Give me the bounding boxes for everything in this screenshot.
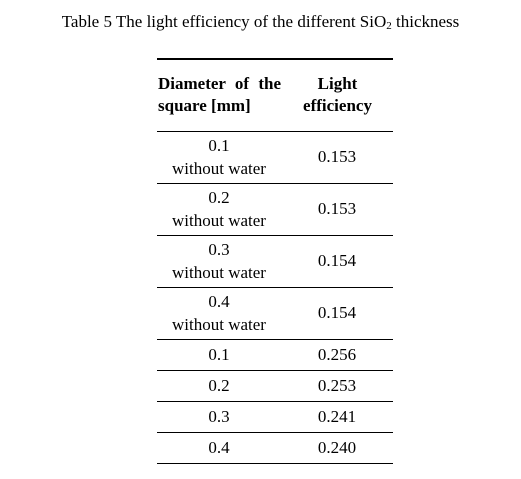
light-efficiency-cell: 0.240 xyxy=(281,432,393,464)
header-light-efficiency: Light efficiency xyxy=(281,58,393,132)
diameter-note: without water xyxy=(172,314,266,334)
light-efficiency-cell: 0.153 xyxy=(281,183,393,236)
diameter-cell: 0.1 without water xyxy=(157,131,281,184)
table-row: 0.1 0.256 xyxy=(157,339,393,371)
caption-text: Table 5 The light efficiency of the diff… xyxy=(61,12,387,31)
table-row: 0.2 without water 0.153 xyxy=(157,183,393,236)
light-efficiency-cell: 0.153 xyxy=(281,131,393,184)
diameter-note: without water xyxy=(172,210,266,230)
caption-suffix: thickness xyxy=(391,12,460,31)
header-diameter: Diameter of the square [mm] xyxy=(157,58,281,132)
diameter-cell: 0.2 without water xyxy=(157,183,281,236)
light-efficiency-table: Diameter of the square [mm] Light effici… xyxy=(157,58,393,464)
light-efficiency-cell: 0.256 xyxy=(281,339,393,371)
table-row: 0.1 without water 0.153 xyxy=(157,131,393,184)
table-caption: Table 5 The light efficiency of the diff… xyxy=(0,12,521,32)
light-efficiency-cell: 0.241 xyxy=(281,401,393,433)
diameter-cell: 0.3 xyxy=(157,401,281,433)
table-row: 0.4 0.240 xyxy=(157,432,393,464)
diameter-value: 0.2 xyxy=(208,187,230,207)
diameter-note: without water xyxy=(172,158,266,178)
header-row: Diameter of the square [mm] Light effici… xyxy=(157,58,393,132)
diameter-cell: 0.1 xyxy=(157,339,281,371)
diameter-cell: 0.4 without water xyxy=(157,287,281,340)
diameter-cell: 0.4 xyxy=(157,432,281,464)
diameter-cell: 0.3 without water xyxy=(157,235,281,288)
table-row: 0.3 without water 0.154 xyxy=(157,235,393,288)
table-row: 0.4 without water 0.154 xyxy=(157,287,393,340)
diameter-value: 0.3 xyxy=(208,239,230,259)
table-row: 0.2 0.253 xyxy=(157,370,393,402)
light-efficiency-cell: 0.154 xyxy=(281,235,393,288)
diameter-value: 0.1 xyxy=(208,135,230,155)
caption-subscript: 2 xyxy=(386,20,392,32)
table-row: 0.3 0.241 xyxy=(157,401,393,433)
diameter-note: without water xyxy=(172,262,266,282)
diameter-value: 0.4 xyxy=(208,291,230,311)
diameter-cell: 0.2 xyxy=(157,370,281,402)
light-efficiency-cell: 0.253 xyxy=(281,370,393,402)
light-efficiency-cell: 0.154 xyxy=(281,287,393,340)
